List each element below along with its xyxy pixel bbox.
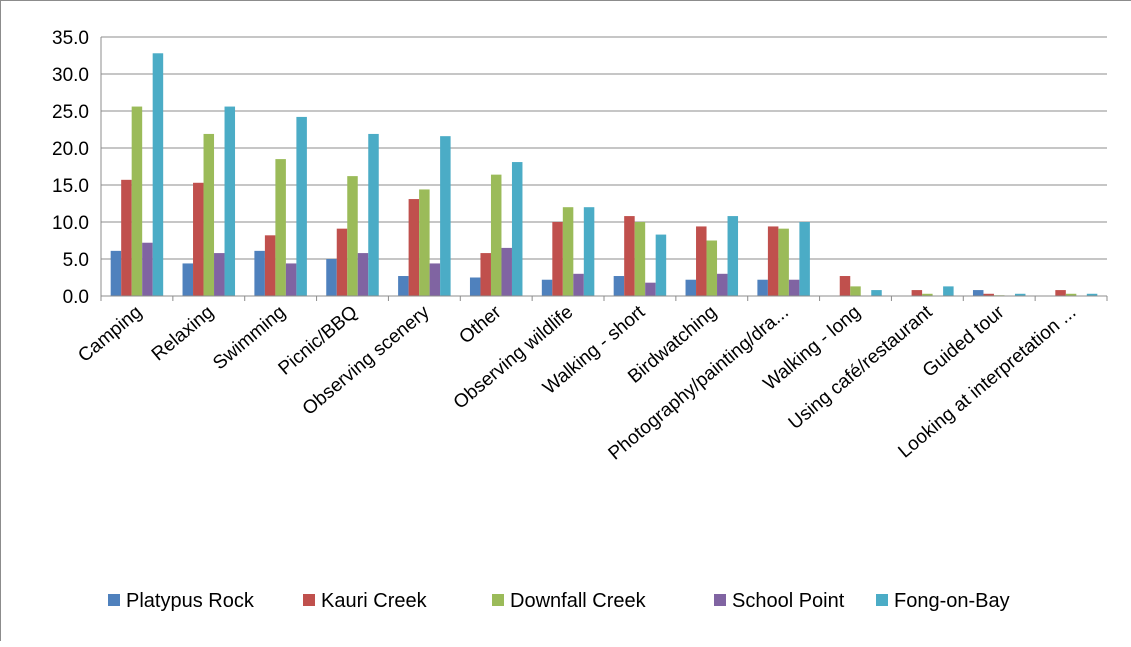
bar-fong-on-bay xyxy=(152,53,164,296)
bar-school-point xyxy=(788,279,800,296)
bar-platypus-rock xyxy=(110,250,122,296)
x-axis-tick-labels: Camping RelaxingSwimmingPicnic/BBQObservi… xyxy=(74,301,1080,464)
bar-platypus-rock xyxy=(541,279,553,296)
legend: Platypus Rock Kauri Creek Downfall Creek Sc… xyxy=(108,590,1010,612)
legend-swatch xyxy=(303,594,315,606)
legend-swatch xyxy=(492,594,504,606)
bar-fong-on-bay xyxy=(296,116,307,296)
bar-platypus-rock xyxy=(398,276,409,296)
bar-platypus-rock xyxy=(469,277,481,296)
bar-downfall-creek xyxy=(131,106,143,296)
y-tick-label: 0.0 xyxy=(63,287,89,308)
bar-platypus-rock xyxy=(613,276,625,296)
bar-platypus-rock xyxy=(757,279,768,296)
bar-kauri-creek xyxy=(911,290,923,296)
bar-kauri-creek xyxy=(408,199,420,296)
bar-school-point xyxy=(573,273,584,296)
bar-fong-on-bay xyxy=(1014,293,1026,296)
y-tick-label: 5.0 xyxy=(63,250,89,271)
bar-kauri-creek xyxy=(696,226,707,296)
x-tick-label: Observing wildlife xyxy=(450,302,578,414)
bar-kauri-creek xyxy=(193,182,204,296)
y-tick-label: 30.0 xyxy=(52,65,89,86)
bar-kauri-creek xyxy=(1055,290,1066,296)
legend-label: Downfall Creek xyxy=(510,590,647,612)
bar-kauri-creek xyxy=(336,228,348,296)
bar-kauri-creek xyxy=(767,226,779,296)
bar-platypus-rock xyxy=(254,250,265,296)
y-tick-label: 25.0 xyxy=(52,102,89,123)
bar-fong-on-bay xyxy=(1086,293,1098,296)
bar-kauri-creek xyxy=(624,216,635,296)
bar-school-point xyxy=(357,253,369,296)
bar-fong-on-bay xyxy=(871,290,882,296)
y-tick-label: 35.0 xyxy=(52,28,89,49)
bar-fong-on-bay xyxy=(655,234,667,296)
x-tick-label: Observing scenery xyxy=(299,301,434,419)
bar-school-point xyxy=(285,263,297,296)
bar-downfall-creek xyxy=(562,207,574,296)
bar-school-point xyxy=(214,253,225,296)
bar-fong-on-bay xyxy=(224,106,236,296)
x-tick-label: Camping xyxy=(74,302,146,367)
legend-label: Fong-on-Bay xyxy=(894,590,1010,612)
legend-swatch xyxy=(714,594,726,606)
axes xyxy=(100,37,1108,301)
y-tick-label: 10.0 xyxy=(52,213,89,234)
bar-downfall-creek xyxy=(922,293,933,296)
bar-kauri-creek xyxy=(480,253,491,296)
bar-fong-on-bay xyxy=(727,216,739,296)
bar-fong-on-bay xyxy=(943,286,954,296)
y-axis-tick-labels: 35.0 30.0 25.0 20.0 15.0 10.0 5.0 0.0 xyxy=(52,28,89,308)
bar-kauri-creek xyxy=(552,222,563,296)
x-tick-label: Using café/restaurant xyxy=(785,301,937,434)
legend-swatch xyxy=(876,594,888,606)
gridlines xyxy=(101,36,1107,260)
bar-downfall-creek xyxy=(419,189,430,296)
bar-kauri-creek xyxy=(983,293,994,296)
bars-group xyxy=(110,53,1098,296)
bar-fong-on-bay xyxy=(583,207,595,296)
y-tick-label: 15.0 xyxy=(52,176,89,197)
bar-school-point xyxy=(142,242,153,296)
bar-school-point xyxy=(501,247,512,296)
x-tick-label: Relaxing xyxy=(148,302,218,366)
legend-label: Kauri Creek xyxy=(321,590,428,612)
bar-platypus-rock xyxy=(182,263,194,296)
bar-downfall-creek xyxy=(706,240,718,296)
legend-swatch xyxy=(108,594,120,606)
bar-kauri-creek xyxy=(264,235,276,296)
bar-school-point xyxy=(645,282,656,296)
bar-fong-on-bay xyxy=(440,136,451,296)
bar-downfall-creek xyxy=(490,174,502,296)
legend-label: Platypus Rock xyxy=(126,590,255,612)
bar-fong-on-bay xyxy=(511,162,523,296)
bar-fong-on-bay xyxy=(368,133,379,296)
bar-fong-on-bay xyxy=(799,222,810,296)
bar-downfall-creek xyxy=(203,133,215,296)
bar-kauri-creek xyxy=(121,179,132,296)
bar-downfall-creek xyxy=(347,176,358,296)
bar-platypus-rock xyxy=(685,279,697,296)
bar-school-point xyxy=(429,263,441,296)
x-tick-label: Other xyxy=(456,301,506,348)
bar-downfall-creek xyxy=(275,159,286,296)
y-tick-label: 20.0 xyxy=(52,139,89,160)
bar-downfall-creek xyxy=(850,286,861,296)
bar-kauri-creek xyxy=(839,276,851,296)
bar-downfall-creek xyxy=(1065,293,1077,296)
bar-platypus-rock xyxy=(972,290,984,296)
bar-downfall-creek xyxy=(778,228,789,296)
legend-label: School Point xyxy=(732,590,845,612)
bar-platypus-rock xyxy=(326,259,337,296)
bar-school-point xyxy=(717,273,728,296)
bar-downfall-creek xyxy=(634,222,646,296)
